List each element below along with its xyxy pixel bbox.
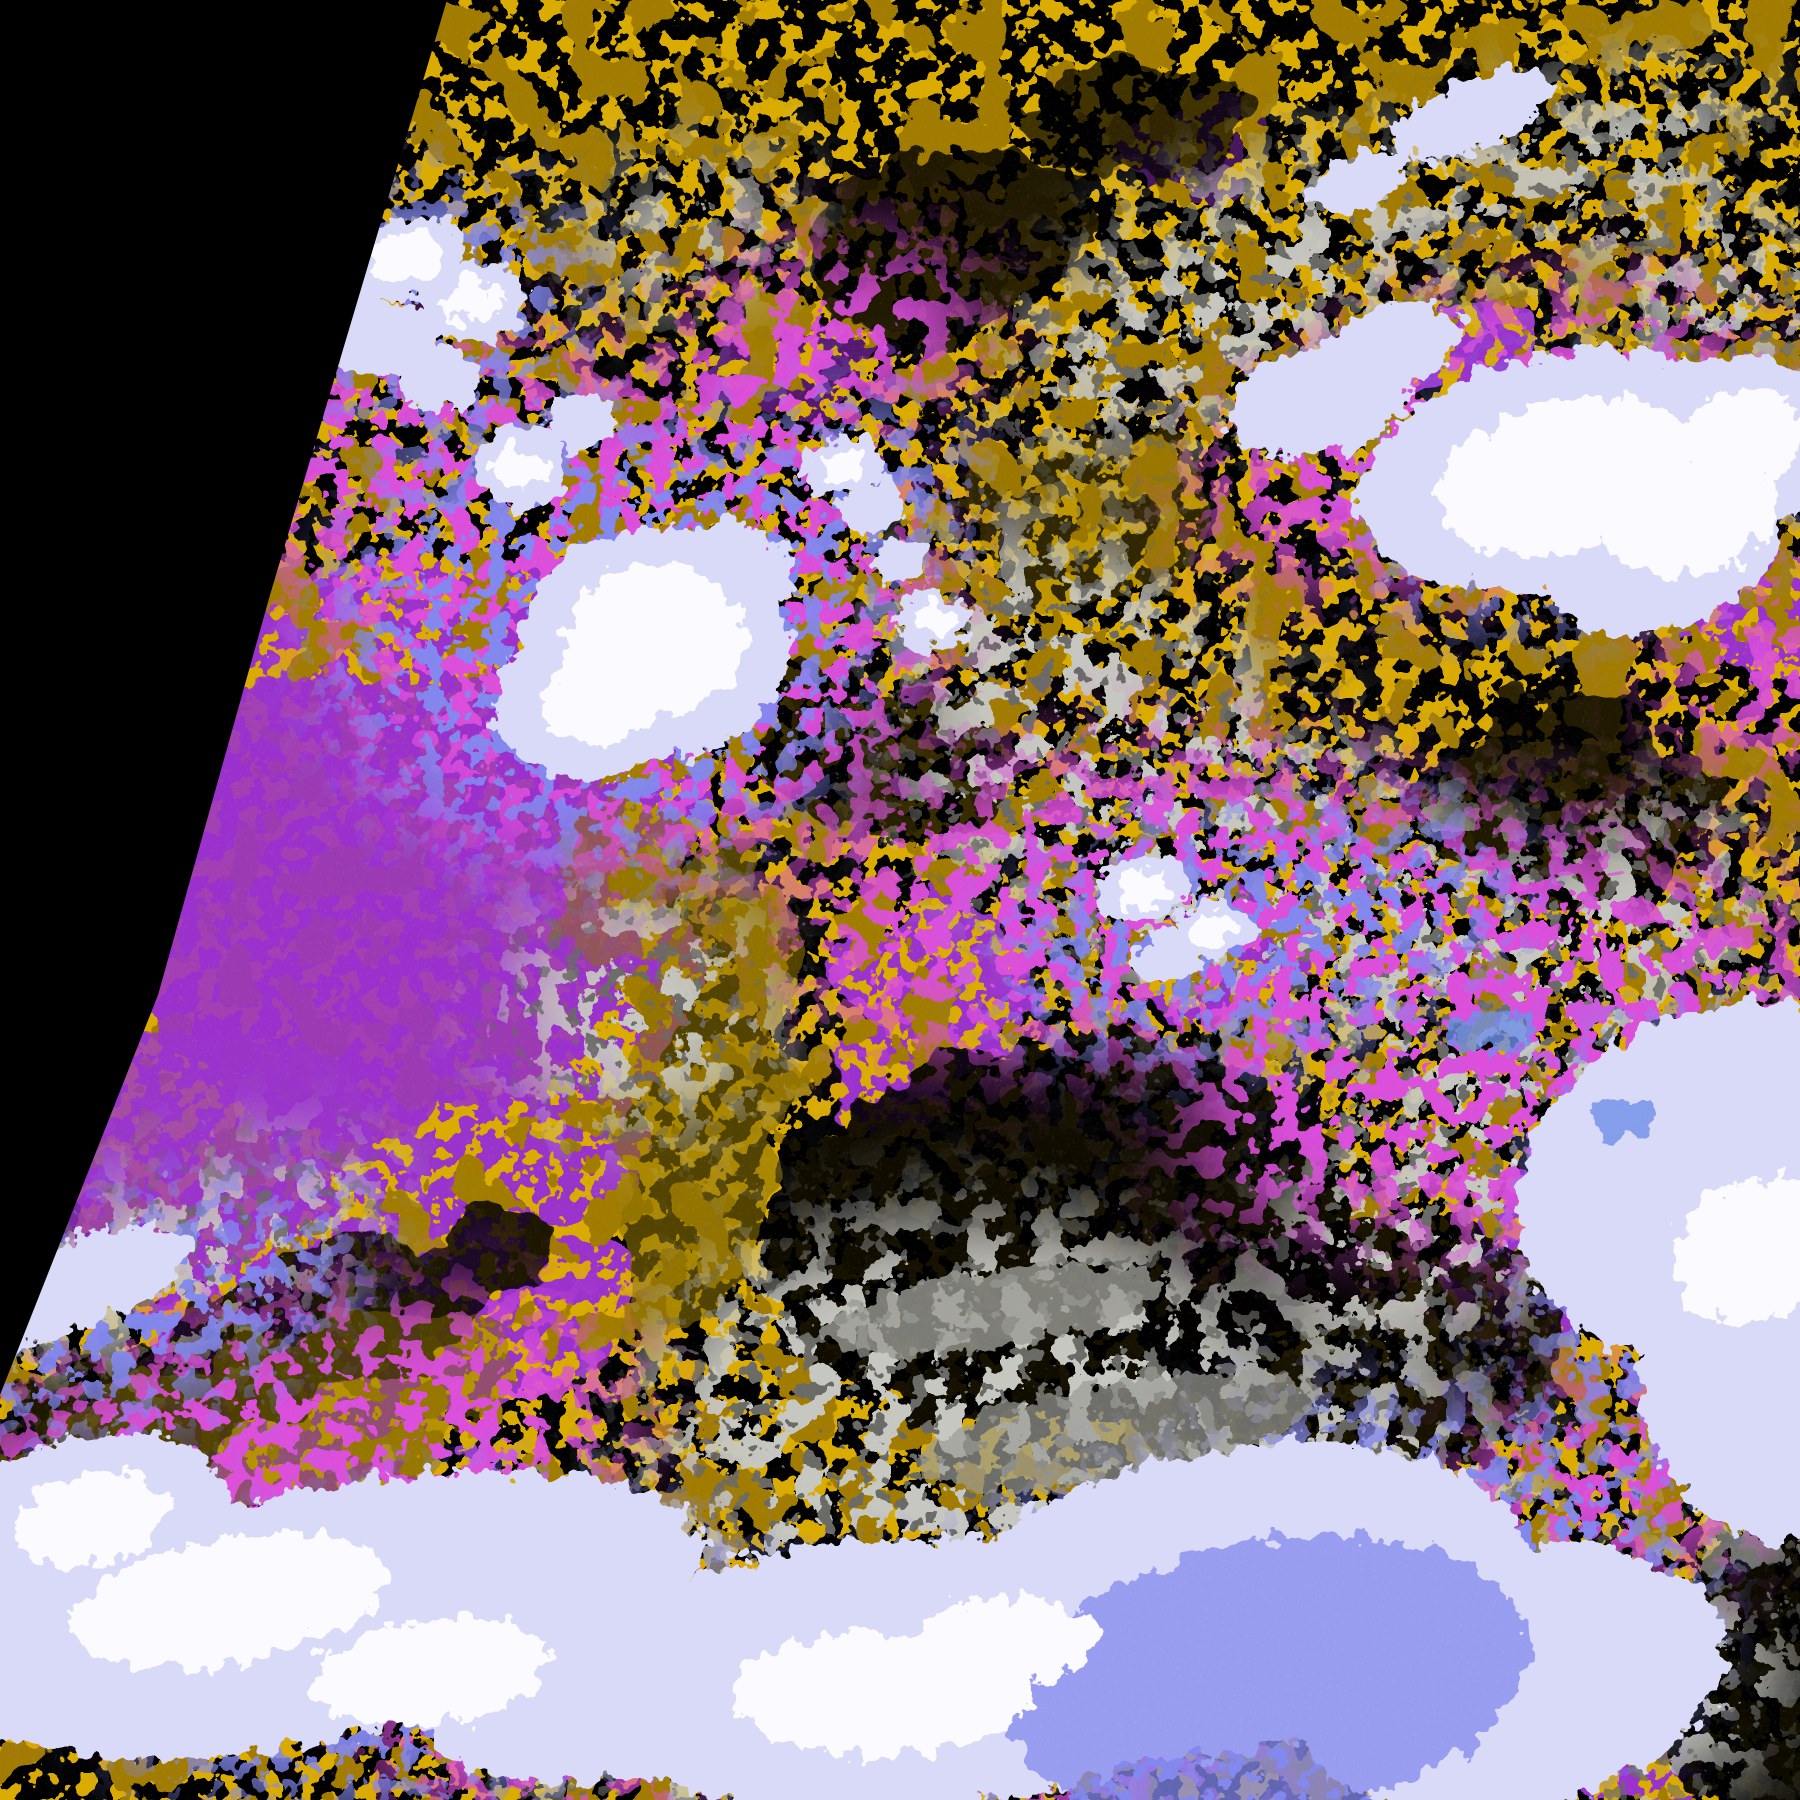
swath-image-area	[0, 0, 1800, 1800]
satellite-image-screenshot	[0, 0, 1800, 1800]
false-color-satellite-image	[0, 0, 1800, 1800]
